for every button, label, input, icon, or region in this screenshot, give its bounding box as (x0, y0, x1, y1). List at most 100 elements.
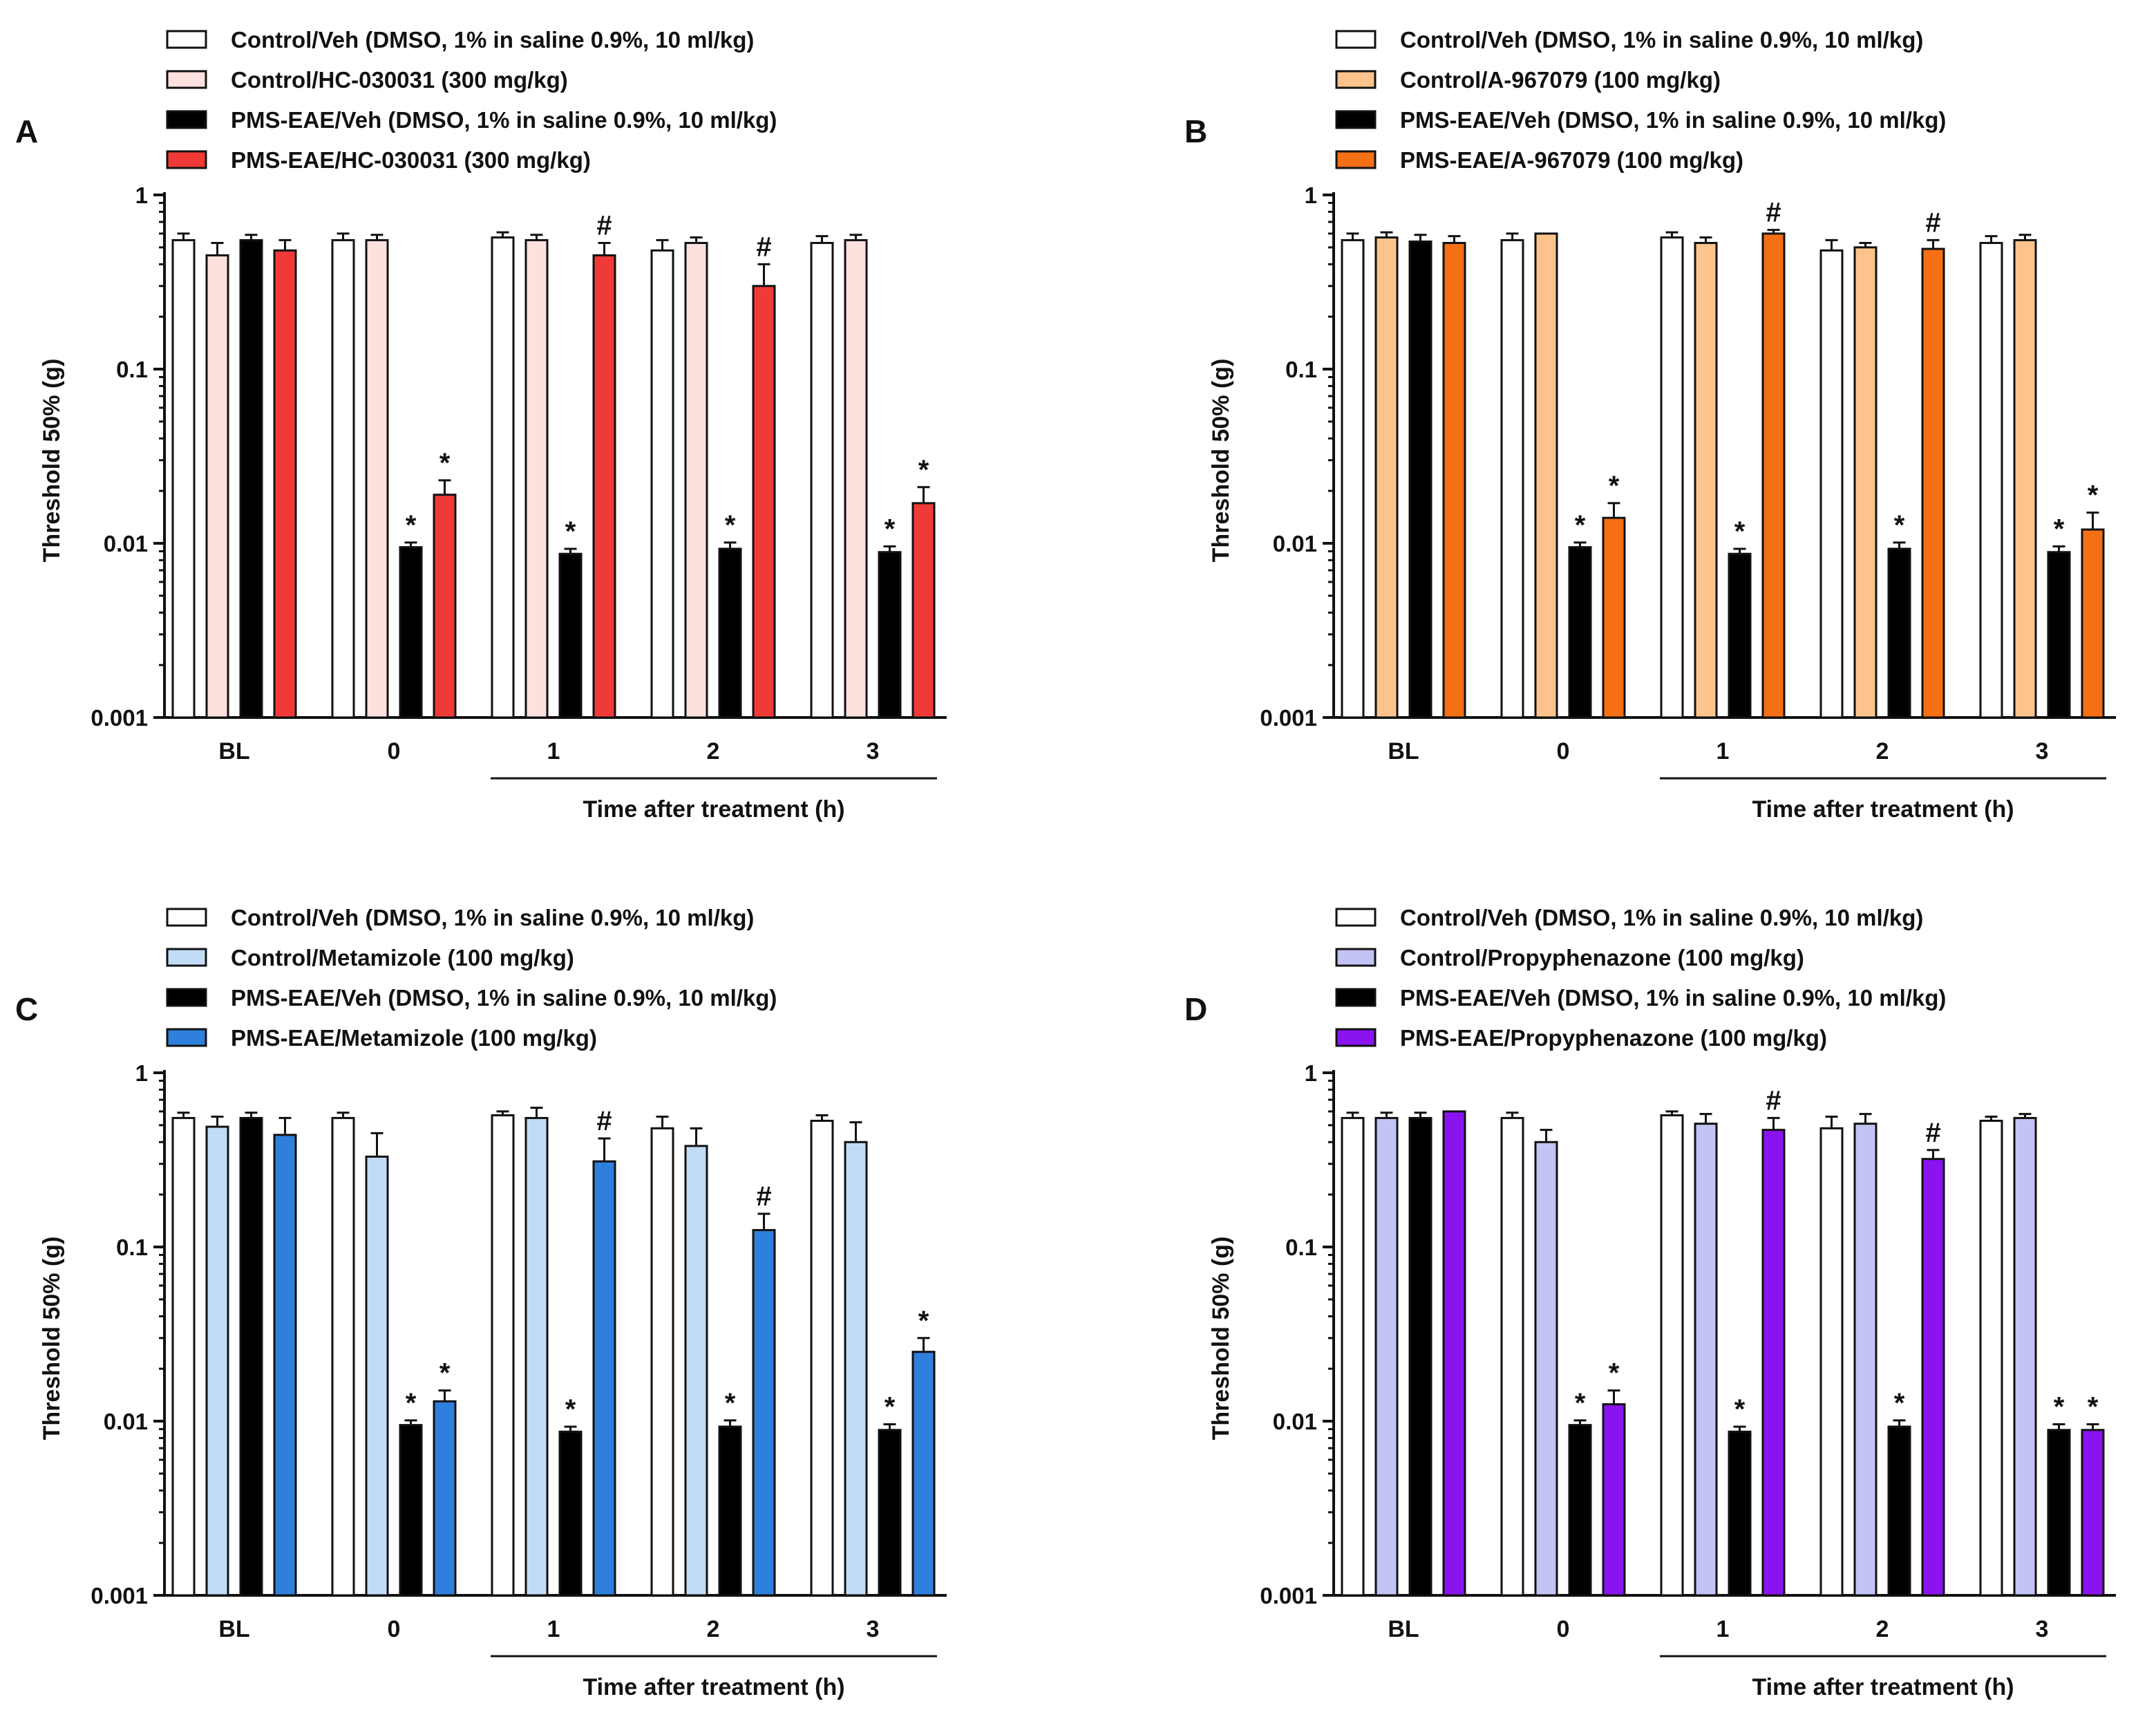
bar (1979, 1119, 2003, 1597)
bar (718, 547, 742, 719)
legend-swatch (166, 908, 207, 927)
bar (1761, 232, 1786, 719)
bar (1761, 1129, 1786, 1597)
bar (558, 1430, 583, 1597)
legend-label: PMS-EAE/Metamizole (100 mg/kg) (231, 1025, 597, 1051)
significance-star: * (918, 455, 929, 485)
bar (1602, 1403, 1626, 1597)
significance-star: * (1894, 510, 1905, 541)
bar (1694, 241, 1718, 719)
legend-label: PMS-EAE/A-967079 (100 mg/kg) (1400, 147, 1743, 173)
y-axis-label: Threshold 50% (g) (39, 1237, 65, 1441)
bar (1921, 247, 1945, 719)
legend-swatch (1335, 908, 1377, 927)
significance-star: * (1609, 471, 1620, 501)
significance-star: * (565, 1394, 576, 1425)
significance-hash: # (596, 210, 612, 241)
bar (1408, 240, 1432, 719)
significance-hash: # (1766, 198, 1781, 228)
legend-swatch (1335, 110, 1377, 129)
legend-swatch (1335, 988, 1377, 1007)
x-axis-label: Time after treatment (h) (583, 1674, 844, 1700)
panel-letter: C (15, 991, 38, 1027)
legend-swatch (166, 150, 207, 169)
bar (1979, 241, 2003, 719)
x-tick-label: 2 (707, 1616, 720, 1642)
significance-hash: # (1766, 1085, 1781, 1116)
bar (1341, 1116, 1365, 1597)
bar (1442, 1110, 1466, 1597)
x-tick-label: 2 (707, 738, 720, 764)
bar (433, 494, 457, 719)
legend-label: PMS-EAE/Veh (DMSO, 1% in saline 0.9%, 10… (1400, 107, 1946, 133)
bar (878, 1429, 902, 1597)
legend-swatch (166, 110, 207, 129)
bar (2081, 528, 2105, 719)
bar (1500, 1116, 1524, 1597)
x-tick-label: BL (1388, 738, 1419, 764)
bar (399, 1424, 423, 1597)
bar (844, 238, 868, 719)
legend-swatch (166, 30, 207, 49)
x-tick-label: 0 (1557, 1616, 1570, 1642)
bar (2013, 1116, 2037, 1597)
bar (650, 1127, 674, 1597)
x-tick-label: 0 (1557, 738, 1570, 764)
panel-letter: B (1184, 113, 1207, 149)
bar (2013, 238, 2037, 719)
significance-star: * (2088, 1391, 2099, 1422)
y-tick-label: 0.01 (104, 531, 148, 556)
legend-label: Control/Veh (DMSO, 1% in saline 0.9%, 10… (1400, 27, 1923, 53)
significance-star: * (1894, 1388, 1905, 1418)
legend-label: Control/Veh (DMSO, 1% in saline 0.9%, 10… (231, 905, 754, 930)
bar (273, 1134, 297, 1597)
legend-label: PMS-EAE/Veh (DMSO, 1% in saline 0.9%, 10… (231, 107, 777, 133)
x-axis-label: Time after treatment (h) (1752, 796, 2014, 823)
y-tick-label: 1 (135, 1060, 148, 1086)
bar (331, 238, 355, 719)
legend-swatch (1335, 150, 1377, 169)
bar (810, 241, 834, 719)
legend-swatch (1335, 70, 1377, 89)
bar (1602, 516, 1626, 719)
x-tick-label: 2 (1876, 1616, 1889, 1642)
bar (273, 249, 297, 719)
bar (592, 254, 616, 719)
bar (1374, 236, 1399, 719)
bar (1534, 1141, 1558, 1597)
legend-label: Control/Veh (DMSO, 1% in saline 0.9%, 10… (231, 27, 754, 53)
bar (331, 1116, 355, 1597)
bar (1534, 232, 1558, 719)
significance-hash: # (1925, 207, 1940, 238)
bar (911, 502, 936, 719)
significance-star: * (885, 1391, 896, 1422)
significance-star: * (406, 510, 417, 541)
y-tick-label: 0.001 (1260, 1583, 1317, 1608)
y-axis-label: Threshold 50% (g) (1208, 1237, 1234, 1441)
bar (1887, 547, 1911, 719)
x-tick-label: 1 (547, 738, 560, 764)
x-tick-label: 1 (547, 1616, 560, 1642)
significance-star: * (1734, 516, 1746, 547)
x-tick-label: 3 (2036, 738, 2049, 764)
significance-star: * (2088, 480, 2099, 511)
bar (1660, 236, 1684, 719)
bar (491, 1114, 515, 1597)
significance-hash: # (596, 1106, 612, 1136)
significance-star: * (725, 510, 736, 541)
significance-star: * (439, 1358, 451, 1389)
bar (1921, 1158, 1945, 1597)
legend-swatch (1335, 30, 1377, 49)
bar (1500, 238, 1524, 719)
legend-swatch (1335, 948, 1377, 967)
y-axis-label: Threshold 50% (g) (39, 359, 65, 563)
bar (911, 1351, 936, 1597)
bar (558, 552, 583, 719)
significance-star: * (2054, 1391, 2065, 1422)
significance-star: * (725, 1388, 736, 1418)
bar (1660, 1114, 1684, 1597)
significance-star: * (1609, 1358, 1620, 1389)
bar (1408, 1116, 1432, 1597)
significance-star: * (1575, 1388, 1586, 1418)
x-tick-label: 3 (867, 738, 880, 764)
